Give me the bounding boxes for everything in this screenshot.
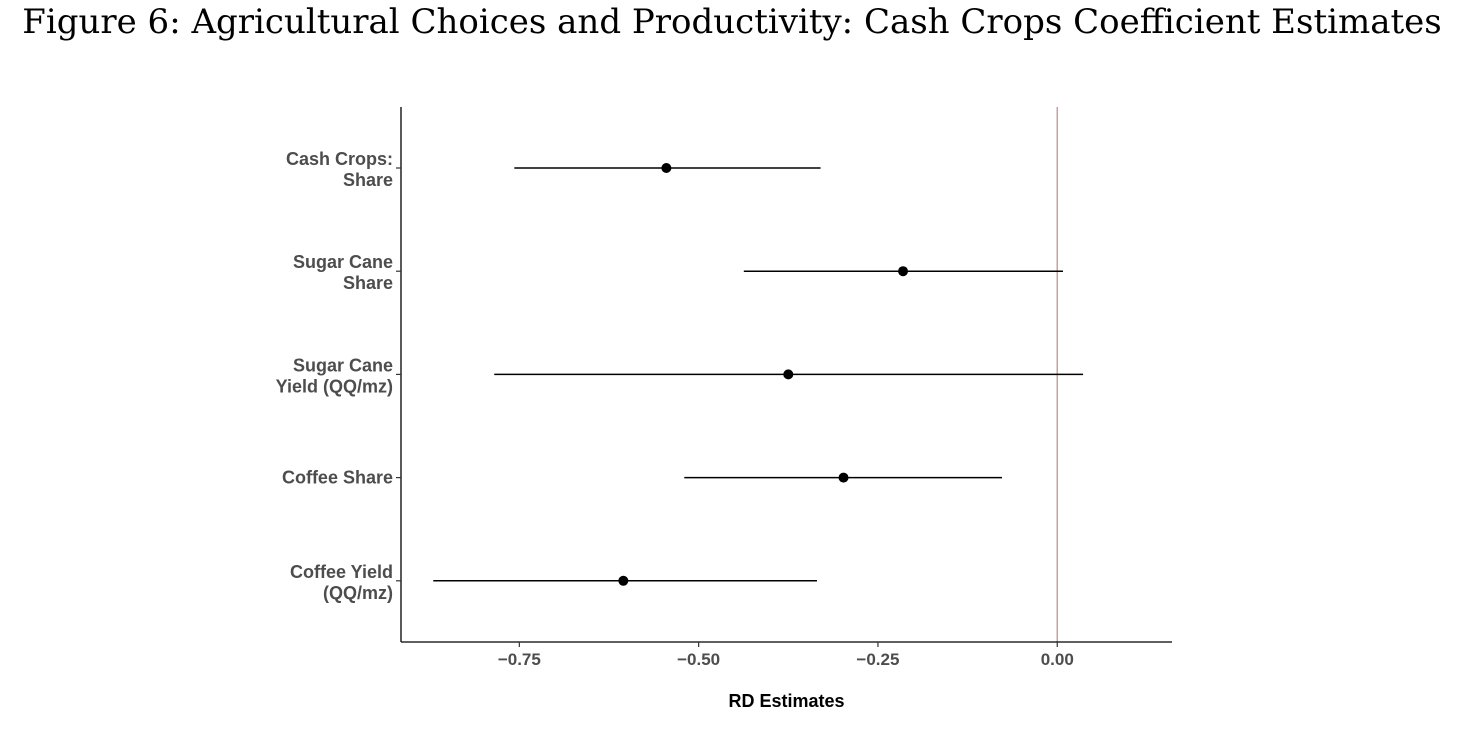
point-estimate bbox=[898, 266, 909, 277]
y-category-label: Cash Crops: Share bbox=[286, 149, 393, 190]
point-estimates bbox=[618, 163, 909, 586]
point-estimate bbox=[783, 369, 794, 380]
point-estimate bbox=[838, 472, 849, 483]
x-tick-label: 0.00 bbox=[1041, 650, 1074, 669]
y-category-label-line: Sugar Cane bbox=[293, 355, 393, 375]
y-category-label-line: Sugar Cane bbox=[293, 252, 393, 272]
y-category-label: Coffee Share bbox=[282, 468, 393, 488]
x-tick-label: −0.75 bbox=[498, 650, 541, 669]
figure-title: Figure 6: Agricultural Choices and Produ… bbox=[22, 2, 1442, 42]
y-category-label-line: Yield (QQ/mz) bbox=[276, 376, 393, 396]
y-category-label-line: Share bbox=[343, 273, 393, 293]
y-category-label-line: Coffee Yield bbox=[290, 562, 393, 582]
x-ticks: −0.75 −0.50 −0.25 0.00 bbox=[498, 642, 1074, 669]
y-category-label-line: Cash Crops: bbox=[286, 149, 393, 169]
point-estimate bbox=[618, 575, 629, 586]
x-axis-title: RD Estimates bbox=[728, 691, 844, 711]
y-category-label: Sugar Cane Yield (QQ/mz) bbox=[276, 355, 393, 396]
y-category-label: Sugar Cane Share bbox=[293, 252, 393, 293]
confidence-intervals bbox=[433, 167, 1084, 582]
y-category-label-line: Coffee Share bbox=[282, 468, 393, 488]
y-category-label-line: Share bbox=[343, 170, 393, 190]
x-tick-label: −0.25 bbox=[856, 650, 899, 669]
y-category-label-line: (QQ/mz) bbox=[323, 583, 393, 603]
y-category-label: Coffee Yield (QQ/mz) bbox=[290, 562, 393, 603]
x-tick-label: −0.50 bbox=[677, 650, 720, 669]
point-estimate bbox=[661, 163, 672, 173]
